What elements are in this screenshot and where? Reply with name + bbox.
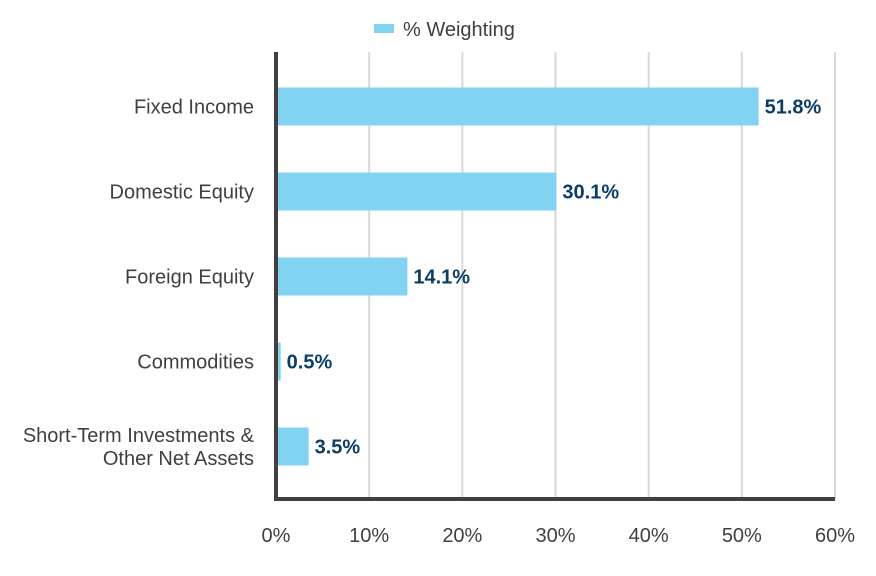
category-label-line: Domestic Equity: [110, 182, 255, 204]
data-label: 14.1%: [413, 267, 470, 289]
category-label-line: Commodities: [137, 352, 254, 374]
x-tick-labels: 0% 10% 20% 30% 40% 50% 60%: [262, 525, 856, 547]
category-label-line: Short-Term Investments &: [23, 425, 255, 447]
category-label: Domestic Equity: [110, 182, 255, 204]
x-tick-label: 50%: [722, 525, 762, 547]
category-label: Commodities: [137, 352, 254, 374]
category-labels: Fixed Income Domestic Equity Foreign Equit…: [23, 97, 255, 471]
data-label: 0.5%: [287, 352, 333, 374]
category-label-line: Fixed Income: [134, 97, 254, 119]
bar: [276, 172, 557, 211]
data-labels: 51.8% 30.1% 14.1% 0.5% 3.5%: [287, 97, 822, 459]
bar: [276, 257, 408, 296]
category-label: Foreign Equity: [125, 267, 254, 289]
x-tick-label: 20%: [442, 525, 482, 547]
bar: [276, 87, 759, 126]
category-label-line: Other Net Assets: [103, 448, 254, 470]
x-tick-label: 10%: [349, 525, 389, 547]
data-label: 3.5%: [315, 437, 361, 459]
bar: [276, 427, 309, 466]
data-label: 30.1%: [562, 182, 619, 204]
data-label: 51.8%: [765, 97, 822, 119]
category-label-line: Foreign Equity: [125, 267, 254, 289]
legend: % Weighting: [374, 19, 515, 41]
legend-label: % Weighting: [403, 19, 515, 41]
bar: [276, 342, 281, 381]
category-label: Short-Term Investments & Other Net Assets: [23, 425, 255, 470]
bars: [276, 87, 759, 466]
category-label: Fixed Income: [134, 97, 254, 119]
gridlines: [368, 52, 836, 499]
legend-swatch: [374, 24, 394, 33]
x-tick-label: 40%: [629, 525, 669, 547]
x-tick-label: 30%: [535, 525, 575, 547]
axes: [274, 52, 835, 501]
x-tick-label: 60%: [815, 525, 855, 547]
x-tick-label: 0%: [262, 525, 291, 547]
